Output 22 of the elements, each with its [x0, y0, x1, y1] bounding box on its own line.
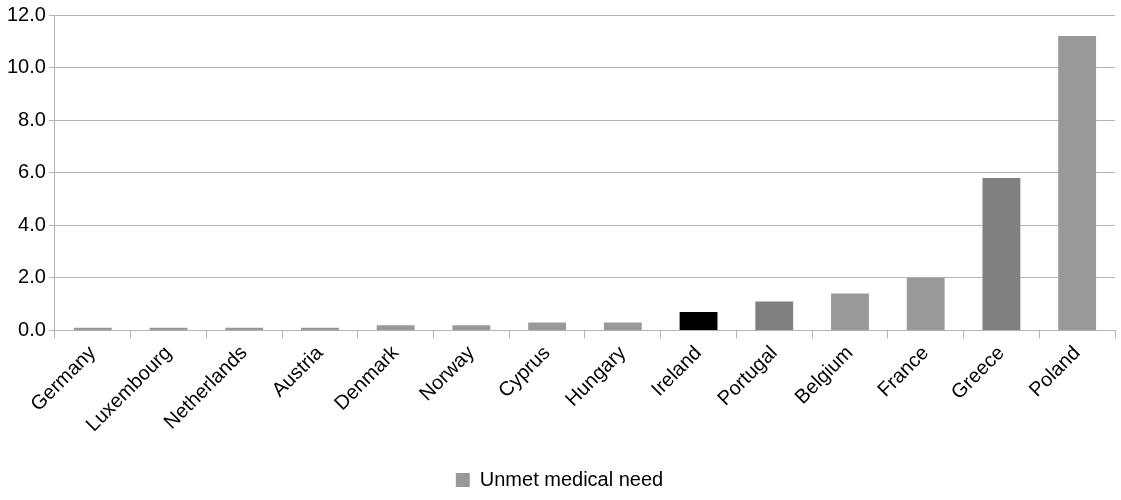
- bar: [225, 327, 264, 330]
- bar: [755, 301, 794, 330]
- bar: [73, 327, 112, 330]
- bar: [528, 322, 567, 330]
- bar: [906, 277, 945, 330]
- y-tick-label: 4.0: [18, 212, 46, 235]
- bar: [831, 293, 869, 330]
- y-tick-label: 10.0: [6, 55, 46, 78]
- y-tick-label: 2.0: [18, 265, 46, 288]
- bar: [603, 322, 642, 330]
- y-tick-label: 12.0: [6, 2, 46, 25]
- y-tick-label: 0.0: [18, 317, 46, 340]
- bar: [982, 177, 1021, 330]
- bar: [301, 327, 339, 330]
- bar: [679, 312, 718, 330]
- y-tick-label: 8.0: [18, 107, 46, 130]
- y-tick-label: 6.0: [18, 160, 46, 183]
- bar: [376, 325, 415, 330]
- bar: [1058, 36, 1097, 330]
- bar: [452, 325, 491, 330]
- legend-label: Unmet medical need: [479, 467, 664, 490]
- bar: [149, 327, 188, 330]
